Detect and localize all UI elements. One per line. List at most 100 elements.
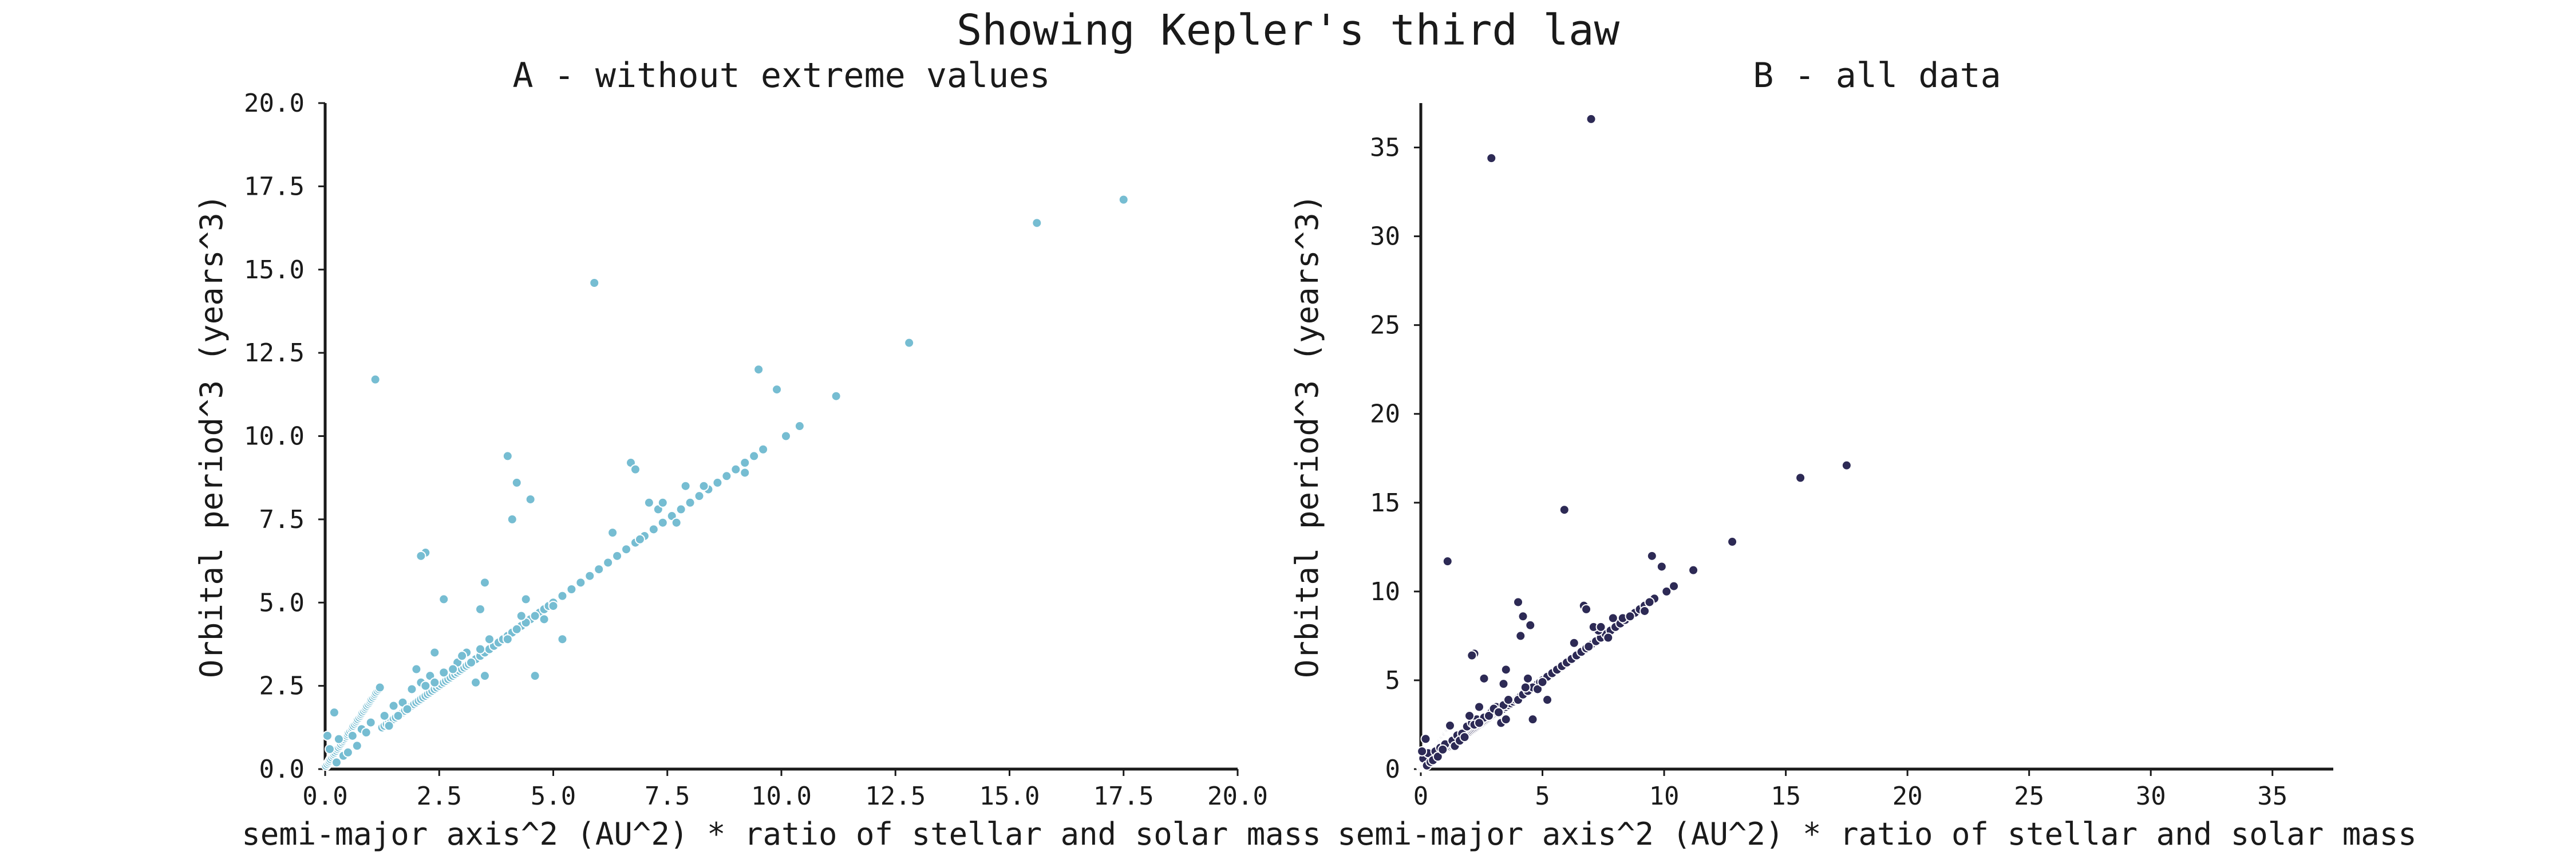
panel-b-x-axis-label: semi-major axis^2 (AU^2) * ratio of stel… [1337, 816, 2417, 852]
panel-a-x-tick-label: 17.5 [1093, 782, 1154, 811]
data-point [502, 634, 513, 645]
data-point [539, 614, 550, 625]
data-point [388, 700, 399, 711]
data-point [1688, 565, 1699, 576]
panel-b-y-tick-label: 30 [1370, 222, 1400, 251]
data-point [1727, 537, 1738, 547]
data-point [648, 524, 659, 535]
data-point [475, 644, 485, 655]
data-point [484, 634, 495, 645]
panel-b-all-data: B - all data 0 5 10 15 20 25 30 35 0 5 10 15 20 25 30 35… [1289, 56, 2417, 852]
panel-b-x-tick-label: 35 [2257, 782, 2287, 811]
data-point [831, 391, 841, 401]
data-point [575, 577, 586, 588]
panel-b-x-tick-label: 5 [1535, 782, 1550, 811]
data-point [429, 647, 440, 658]
data-point [471, 677, 481, 688]
data-point [416, 550, 426, 561]
data-point [772, 384, 783, 395]
panel-a-title: A - without extreme values [512, 56, 1050, 96]
data-point [694, 491, 705, 502]
data-point [566, 584, 577, 594]
data-point [530, 671, 540, 681]
data-point [331, 757, 342, 768]
data-point [1532, 684, 1543, 695]
data-point [1445, 720, 1456, 731]
data-point [1656, 561, 1667, 572]
data-point [621, 544, 632, 555]
panel-a-x-tick-label: 15.0 [979, 782, 1040, 811]
panel-a-y-tick-label: 5.0 [259, 588, 305, 617]
data-point [1498, 679, 1509, 689]
data-point [1523, 673, 1534, 684]
data-point [1420, 734, 1431, 744]
panel-b-points [1416, 113, 1852, 773]
panel-a-y-tick-label: 17.5 [244, 172, 305, 201]
data-point [1503, 695, 1514, 706]
data-point [1442, 556, 1453, 567]
data-point [502, 451, 513, 462]
panel-a-x-tick-label: 2.5 [417, 782, 462, 811]
data-point [1432, 751, 1443, 762]
data-point [1646, 550, 1657, 561]
data-point [420, 680, 431, 691]
data-point [1474, 718, 1485, 728]
data-point [1515, 631, 1526, 641]
data-point [753, 364, 764, 375]
panel-a-x-axis-label: semi-major axis^2 (AU^2) * ratio of stel… [242, 816, 1321, 852]
data-point [1525, 620, 1536, 631]
data-point [557, 590, 568, 601]
panel-a-points [321, 194, 1129, 771]
figure-title: Showing Kepler's third law [957, 6, 1620, 55]
data-point [1625, 611, 1635, 622]
data-point [780, 431, 791, 442]
data-point [530, 610, 540, 621]
data-point [685, 497, 696, 508]
data-point [324, 744, 335, 755]
data-point [1661, 586, 1672, 597]
data-point [671, 517, 682, 528]
data-point [1437, 744, 1448, 755]
data-point [1841, 460, 1852, 471]
panel-b-y-tick-label: 0 [1385, 755, 1401, 784]
data-point [322, 730, 333, 741]
data-point [589, 278, 600, 289]
data-point [1417, 746, 1428, 756]
data-point [342, 747, 353, 758]
data-point [329, 707, 339, 718]
data-point [1518, 611, 1528, 622]
data-point [1500, 714, 1511, 725]
panel-b-y-axis-label: Orbital period^3 (years^3) [1289, 194, 1325, 678]
data-point [1581, 604, 1592, 614]
data-point [1595, 621, 1606, 632]
data-point [740, 458, 750, 468]
panel-b-title: B - all data [1753, 56, 2001, 96]
data-point [438, 594, 449, 605]
data-point [548, 601, 559, 612]
data-point [393, 710, 404, 721]
panel-a-x-tick-label: 20.0 [1207, 782, 1268, 811]
data-point [457, 651, 468, 661]
panel-b-y-tick-label: 25 [1370, 311, 1400, 340]
data-point [479, 671, 490, 681]
panel-b-x-tick-label: 25 [2014, 782, 2044, 811]
panel-a-y-tick-label: 12.5 [244, 338, 305, 368]
data-point [516, 610, 527, 621]
panel-b-x-tick-label: 0 [1413, 782, 1429, 811]
data-point [466, 657, 477, 668]
panel-b-y-tick-label: 20 [1370, 400, 1400, 429]
panel-a-x-tick-label: 0.0 [302, 782, 347, 811]
data-point [557, 634, 568, 645]
data-point [657, 517, 668, 528]
panel-a-x-tick-label: 7.5 [645, 782, 690, 811]
data-point [643, 497, 654, 508]
data-point [1520, 682, 1531, 693]
data-point [511, 624, 522, 635]
data-point [1795, 472, 1806, 483]
panel-a-y-tick-label: 15.0 [244, 255, 305, 285]
data-point [698, 480, 709, 491]
panel-b-y-tick-label: 10 [1370, 577, 1400, 606]
data-point [607, 527, 618, 538]
data-point [1644, 597, 1655, 608]
data-point [730, 464, 741, 475]
